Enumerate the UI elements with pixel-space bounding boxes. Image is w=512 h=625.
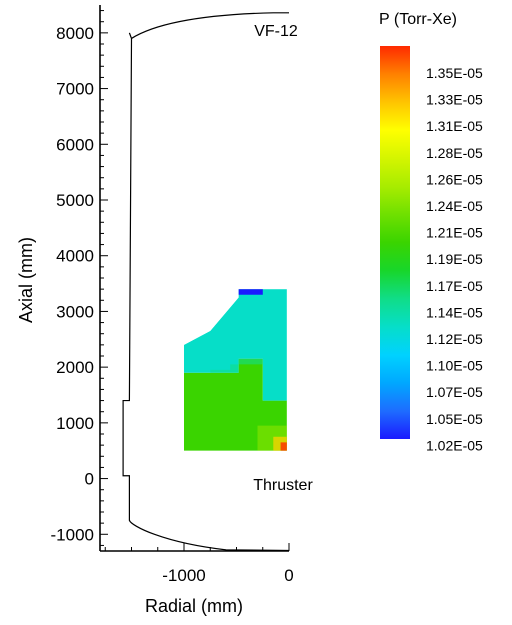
legend-title: P (Torr-Xe) [379,11,457,28]
y-tick-label: -1000 [51,525,94,544]
x-tick-label: 0 [284,566,293,585]
y-tick-label: 5000 [56,191,94,210]
legend-level-label: 1.02E-05 [426,437,483,453]
y-tick-label: 8000 [56,24,94,43]
y-tick-label: 7000 [56,80,94,99]
legend-level-label: 1.35E-05 [426,65,483,81]
x-axis-title: Radial (mm) [145,596,243,616]
legend-level-label: 1.28E-05 [426,145,483,161]
legend-level-label: 1.24E-05 [426,198,483,214]
y-tick-label: 1000 [56,414,94,433]
pressure-band-transition [257,425,287,451]
chamber-annotation: VF-12 [254,23,298,40]
y-tick-label: 2000 [56,358,94,377]
legend-level-label: 1.07E-05 [426,384,483,400]
pressure-field [184,289,287,451]
y-axis: -1000 0 1000 2000 3000 4000 5000 6000 7000 8000 [51,5,108,551]
pressure-band-hotspot [280,442,287,451]
legend-level-label: 1.21E-05 [426,225,483,241]
y-tick-label: 0 [85,470,94,489]
legend-level-label: 1.12E-05 [426,331,483,347]
x-axis: -1000 0 [100,543,294,585]
pressure-band-transition [210,358,263,373]
legend-level-label: 1.05E-05 [426,411,483,427]
pressure-band [184,358,287,451]
chamber-outline [122,12,290,552]
legend-level-label: 1.10E-05 [426,358,483,374]
legend-level-label: 1.19E-05 [426,251,483,267]
y-tick-label: 3000 [56,302,94,321]
legend-color-bar [380,46,410,439]
y-axis-title: Axial (mm) [16,237,36,323]
legend-level-label: 1.26E-05 [426,171,483,187]
legend-level-label: 1.17E-05 [426,278,483,294]
pressure-band [184,289,287,401]
y-tick-label: 6000 [56,135,94,154]
thruster-annotation: Thruster [253,477,313,494]
color-legend: P (Torr-Xe) 1.35E-05 1.33E-05 1.31E-05 1.28… [379,11,483,453]
legend-level-label: 1.33E-05 [426,92,483,108]
legend-level-label: 1.31E-05 [426,118,483,134]
x-tick-label: -1000 [162,566,205,585]
pressure-band [238,289,263,295]
legend-level-label: 1.14E-05 [426,304,483,320]
y-tick-label: 4000 [56,247,94,266]
